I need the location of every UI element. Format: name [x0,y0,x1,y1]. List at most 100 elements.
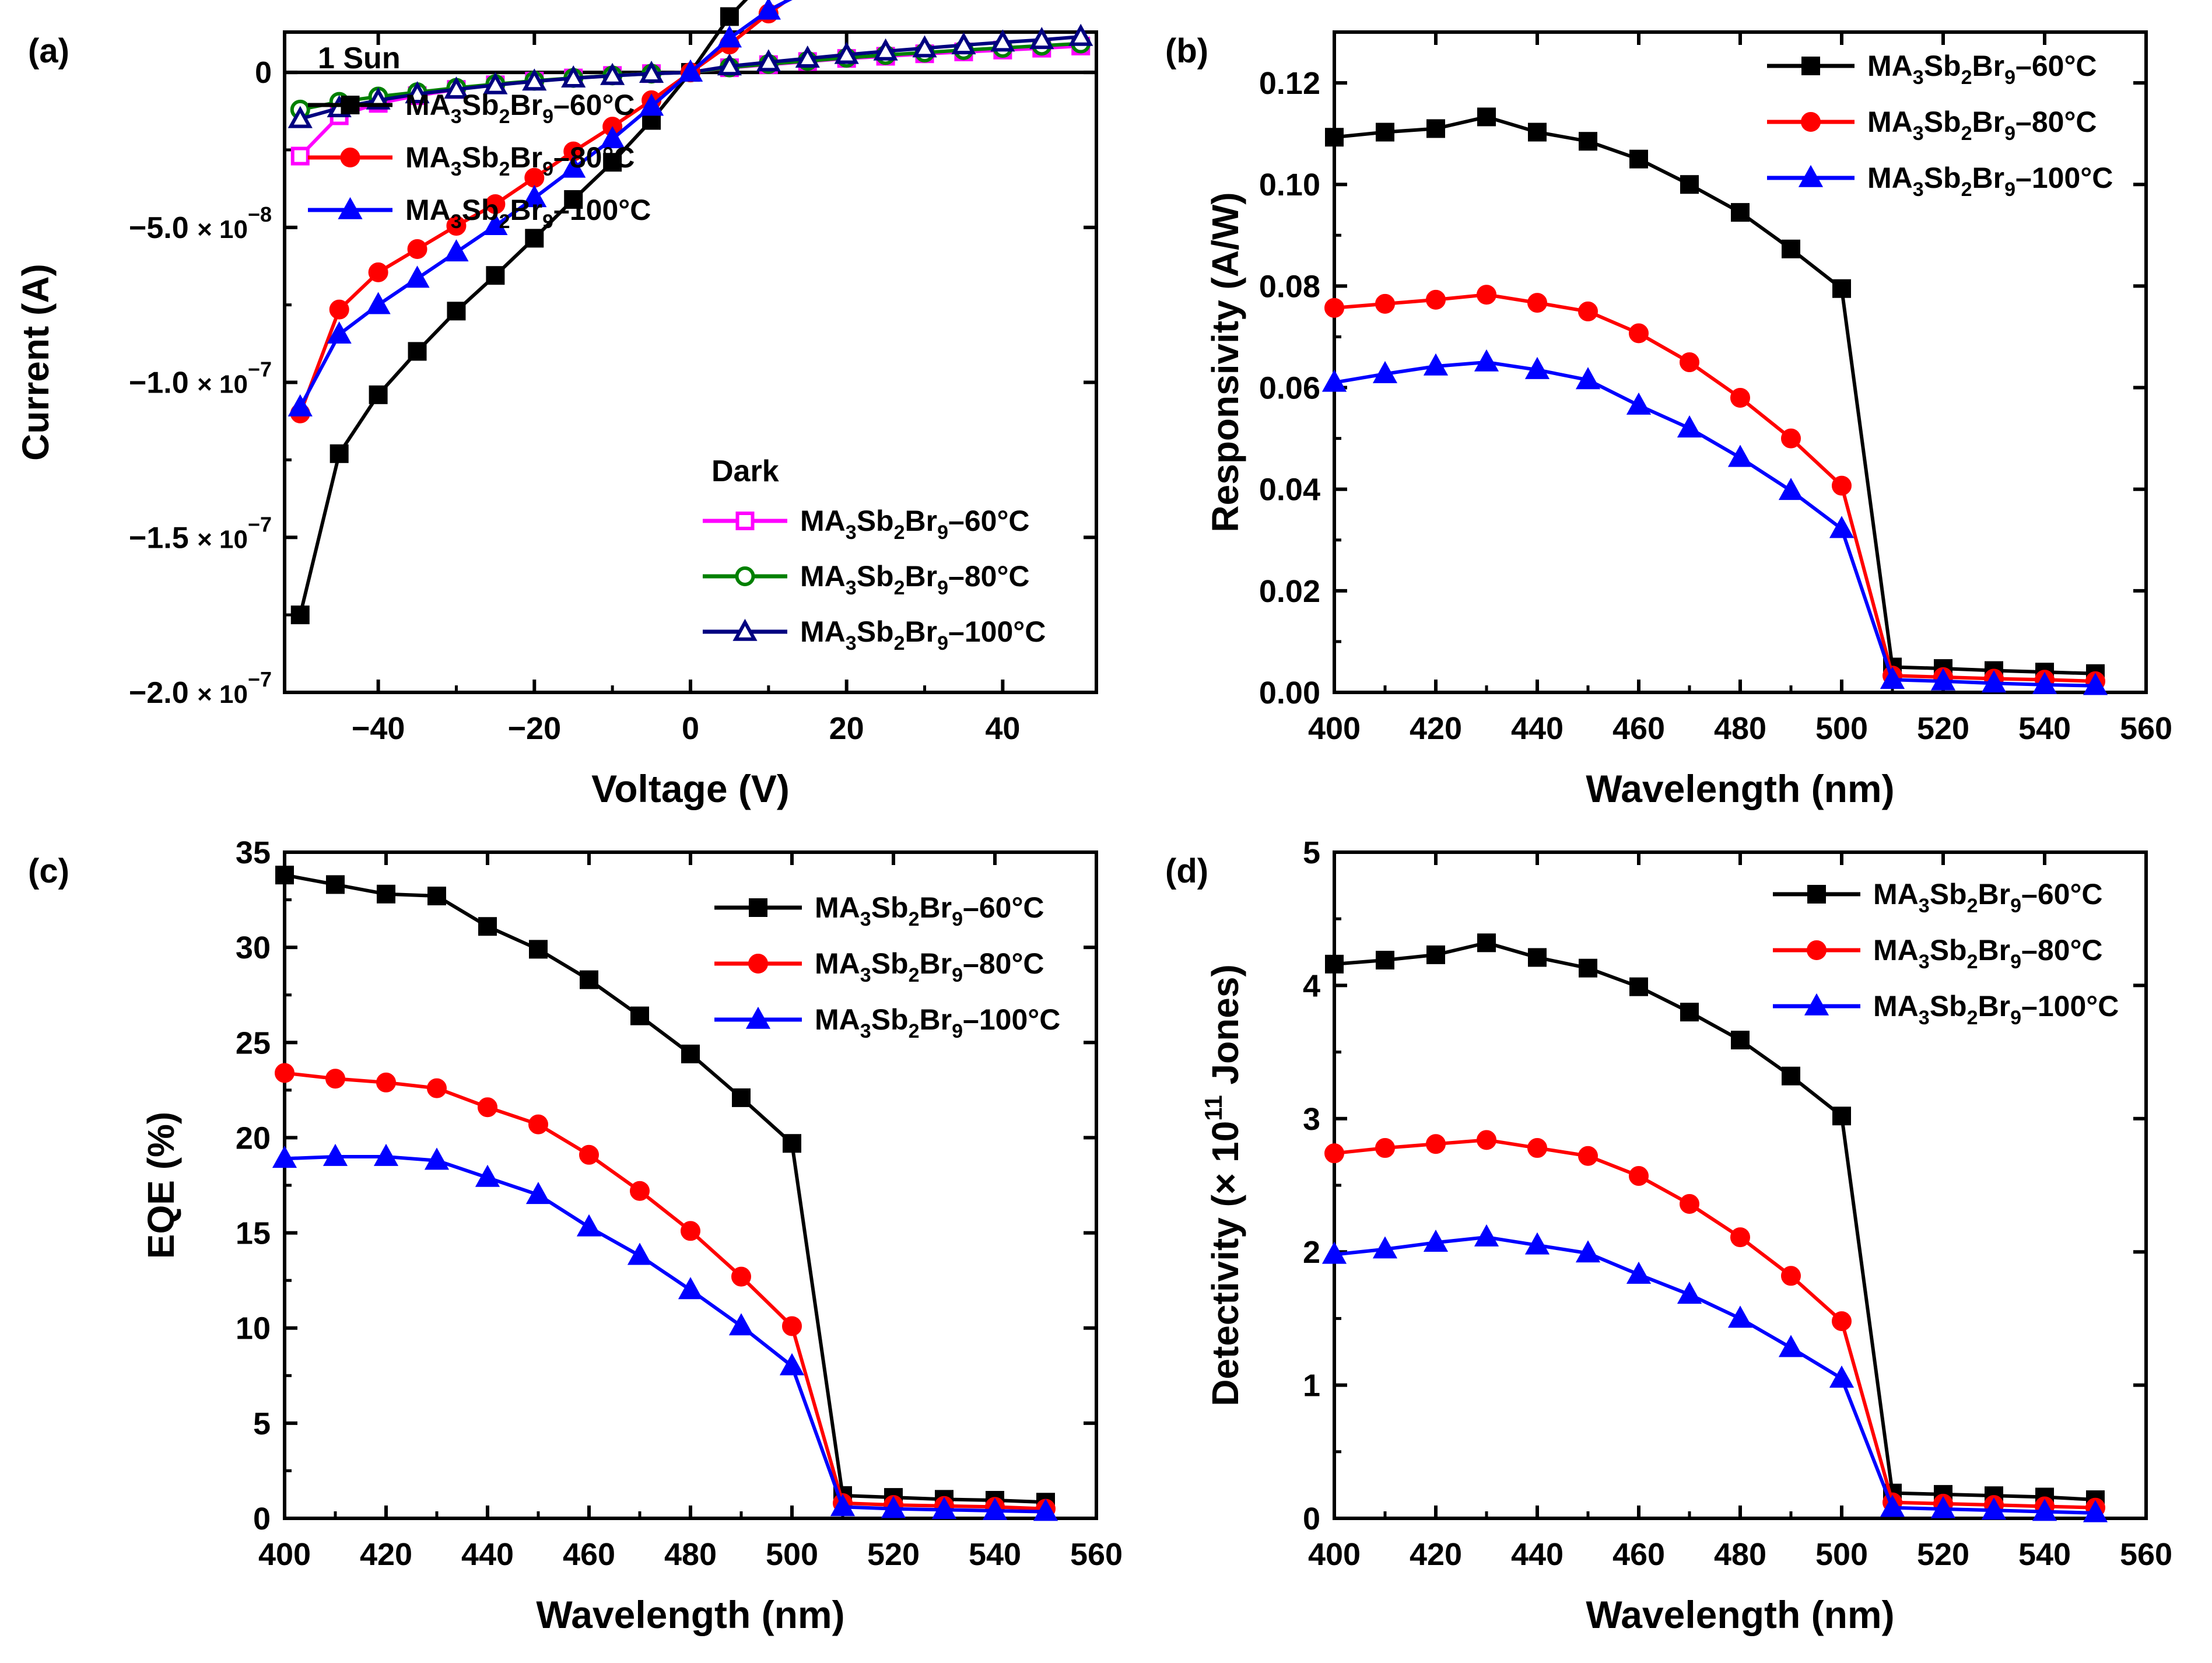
data-point [951,32,976,55]
legend-marker-icon [1801,57,1820,75]
series-line [1334,115,2096,675]
y-axis-label: Responsivity (A/W) [1204,192,1246,532]
legend-title-light: 1 Sun [318,41,401,75]
legend-label: MA3Sb2Br9–60°C [815,891,1044,930]
formula-sub: 3 [846,521,857,544]
legend-marker-icon [1807,940,1827,960]
series-s60 [1325,107,2105,683]
x-tick-label: 420 [1410,1537,1462,1572]
data-point [525,229,544,248]
data-point [1731,1031,1750,1050]
y-tick-label: 10 [236,1311,271,1346]
formula-br: Br [905,505,938,537]
legend-marker-icon [1798,164,1824,187]
data-point [1832,1107,1851,1126]
data-point [1781,1266,1801,1286]
data-point [290,605,310,625]
formula-sub: 2 [499,158,510,180]
legend-marker-icon [732,618,758,641]
data-point [528,1114,548,1135]
y-tick-exponent: −7 [248,358,272,381]
data-point [1680,352,1699,372]
legend: MA3Sb2Br9–60°CMA3Sb2Br9–80°CMA3Sb2Br9–10… [1767,50,2113,201]
data-point [1477,1130,1496,1150]
data-point [1832,475,1852,496]
data-point [486,266,505,285]
data-point [600,126,625,149]
series-line [1334,941,2096,1502]
data-point [912,35,937,58]
formula-ma: MA [1867,106,1913,138]
x-tick-label: 20 [829,711,864,746]
data-point [1528,122,1547,142]
legend-marker-icon [1801,112,1821,132]
formula-sub: 3 [1913,66,1924,89]
y-tick-label: −5.0 × 10−8 [129,202,272,245]
formula-br: Br [510,89,543,121]
x-tick-label: 560 [1070,1537,1123,1572]
y-tick-label: 5 [1303,835,1320,870]
series-s80 [1324,285,2105,691]
data-point [982,1497,1008,1520]
data-point [275,866,294,885]
x-tick-label: 0 [682,711,699,746]
data-point [1778,1335,1804,1357]
data-point [1680,175,1699,194]
data-point [1372,1236,1398,1259]
data-point [1325,954,1344,974]
data-point [990,29,1015,52]
formula-br: Br [905,615,938,648]
x-tick-label: 480 [1714,1537,1766,1572]
formula-ma: MA [800,615,846,648]
y-axis-label: Detectivity (× 1011 Jones) [1200,964,1246,1406]
x-tick-label: 560 [2120,711,2172,746]
legend-suffix: –80°C [963,947,1044,980]
series-line [284,1071,1046,1511]
data-point [427,1078,447,1098]
data-point [1375,1138,1395,1158]
formula-sb: Sb [1924,162,1961,194]
data-point [407,239,427,260]
data-point [405,81,430,104]
formula-br: Br [1972,50,2005,82]
data-point [1426,119,1445,138]
legend-label: MA3Sb2Br9–100°C [405,194,651,233]
legend-label: MA3Sb2Br9–60°C [800,505,1030,544]
formula-sub: 9 [952,964,963,986]
y-tick-label: 20 [236,1121,271,1156]
y-tick-exponent: −7 [248,667,272,691]
formula-ma: MA [1867,50,1913,82]
data-point [522,185,547,208]
data-point [1829,516,1855,538]
legend-marker-icon [745,1006,771,1029]
formula-sub: 2 [894,521,905,544]
formula-br: Br [1978,878,2011,911]
legend-label: MA3Sb2Br9–80°C [1867,106,2097,145]
data-point [322,1143,348,1166]
formula-sb: Sb [871,947,909,980]
y-tick-mantissa: −2.0 [129,676,197,710]
y-tick-label: 0.10 [1259,167,1320,202]
formula-sub: 9 [542,211,553,233]
legend-label: MA3Sb2Br9–60°C [1867,50,2097,89]
data-point [376,1072,396,1093]
data-point [377,884,395,904]
x-tick-label: 540 [2018,1537,2071,1572]
data-point [1528,948,1547,967]
series-s60 [1325,933,2105,1510]
data-point [795,45,820,68]
formula-ma: MA [1873,934,1919,967]
data-point [678,59,703,82]
x-tick-label: 440 [1511,711,1564,746]
series-line [1334,1235,2096,1515]
data-point [728,1313,754,1336]
data-point [327,321,352,344]
panel-label: (b) [1165,32,1208,70]
y-tick-label: 1 [1303,1368,1320,1403]
data-point [1321,369,1347,392]
data-point [1325,128,1344,147]
data-point [1426,289,1446,310]
y-tick-label: 15 [236,1216,271,1251]
data-point [1832,279,1851,298]
data-point [475,1164,500,1187]
